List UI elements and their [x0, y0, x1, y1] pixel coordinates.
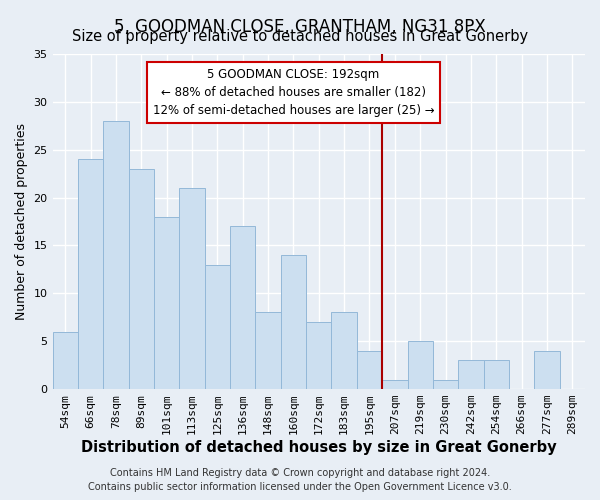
Bar — [458, 360, 484, 389]
Bar — [306, 322, 331, 389]
Y-axis label: Number of detached properties: Number of detached properties — [15, 123, 28, 320]
X-axis label: Distribution of detached houses by size in Great Gonerby: Distribution of detached houses by size … — [81, 440, 557, 455]
Bar — [179, 188, 205, 389]
Bar — [484, 360, 509, 389]
Bar — [281, 255, 306, 389]
Text: 5 GOODMAN CLOSE: 192sqm
← 88% of detached houses are smaller (182)
12% of semi-d: 5 GOODMAN CLOSE: 192sqm ← 88% of detache… — [152, 68, 434, 117]
Bar — [407, 341, 433, 389]
Bar — [154, 217, 179, 389]
Bar — [128, 169, 154, 389]
Bar — [382, 380, 407, 389]
Bar — [534, 351, 560, 389]
Text: Contains HM Land Registry data © Crown copyright and database right 2024.
Contai: Contains HM Land Registry data © Crown c… — [88, 468, 512, 492]
Bar — [357, 351, 382, 389]
Bar — [103, 121, 128, 389]
Text: 5, GOODMAN CLOSE, GRANTHAM, NG31 8PX: 5, GOODMAN CLOSE, GRANTHAM, NG31 8PX — [114, 18, 486, 36]
Bar — [53, 332, 78, 389]
Text: Size of property relative to detached houses in Great Gonerby: Size of property relative to detached ho… — [72, 29, 528, 44]
Bar — [331, 312, 357, 389]
Bar — [205, 264, 230, 389]
Bar — [256, 312, 281, 389]
Bar — [433, 380, 458, 389]
Bar — [230, 226, 256, 389]
Bar — [78, 160, 103, 389]
